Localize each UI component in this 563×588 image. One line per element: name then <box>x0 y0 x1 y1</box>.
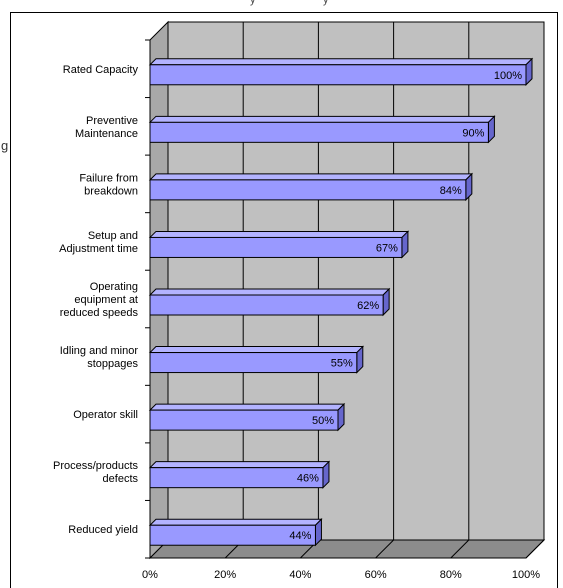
x-tick-label: 0% <box>142 569 158 581</box>
category-label: Reduced yield <box>68 524 138 536</box>
data-label: 62% <box>357 300 379 312</box>
bar-top <box>148 115 496 123</box>
bar <box>149 179 467 201</box>
bar-top <box>148 173 474 181</box>
x-tick-label: 60% <box>365 569 387 581</box>
title-fragment: y <box>323 0 329 6</box>
side-text-fragment: g <box>1 138 9 153</box>
category-label: Preventive <box>86 115 138 127</box>
bar <box>149 64 527 86</box>
category-label: Idling and minor <box>60 345 139 357</box>
bar <box>149 236 403 258</box>
category-label: reduced speeds <box>60 307 139 319</box>
bar-top <box>148 288 391 296</box>
data-label: 50% <box>312 415 334 427</box>
bar-top <box>148 403 346 411</box>
data-label: 90% <box>462 127 484 139</box>
bar-top <box>148 461 331 469</box>
data-label: 44% <box>289 530 311 542</box>
data-label: 55% <box>331 358 353 370</box>
data-label: 100% <box>494 70 522 82</box>
bar-top <box>148 346 365 354</box>
category-label: Setup and <box>88 230 138 242</box>
gridline-floor <box>450 539 470 559</box>
clipped-title-fragments: y y <box>0 0 563 12</box>
category-label: Operating <box>90 281 138 293</box>
data-label: 46% <box>297 473 319 485</box>
data-label: 67% <box>376 242 398 254</box>
category-label: Failure from <box>79 172 138 184</box>
bar-top <box>148 518 323 526</box>
category-label: equipment at <box>74 294 138 306</box>
category-label: stoppages <box>87 358 138 370</box>
bar-top <box>148 230 410 238</box>
category-label: Adjustment time <box>59 243 138 255</box>
category-label: Maintenance <box>75 128 138 140</box>
category-label: Rated Capacity <box>63 64 139 76</box>
gridline-floor <box>525 539 545 559</box>
bar <box>149 121 489 143</box>
x-tick-label: 80% <box>440 569 462 581</box>
gridline-floor <box>375 539 394 559</box>
bar-top <box>148 58 534 66</box>
bar <box>149 467 324 489</box>
category-label: Process/products <box>53 460 138 472</box>
bar <box>149 294 384 316</box>
data-label: 84% <box>440 185 462 197</box>
x-tick-label: 100% <box>512 569 540 581</box>
x-tick-label: 20% <box>214 569 236 581</box>
bar <box>149 352 358 374</box>
title-fragment: y <box>250 0 256 6</box>
x-tick-label: 40% <box>289 569 311 581</box>
category-label: breakdown <box>84 185 138 197</box>
category-label: defects <box>103 473 139 485</box>
category-label: Operator skill <box>73 409 138 421</box>
bar <box>149 409 339 431</box>
bar <box>149 524 316 546</box>
